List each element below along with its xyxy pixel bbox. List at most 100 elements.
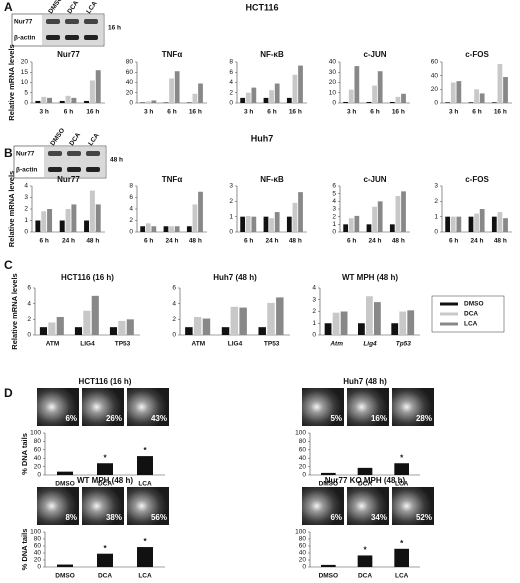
comet-label: 56%	[151, 513, 167, 522]
x-tick-label: 24 h	[470, 238, 483, 245]
comet-label: 6%	[65, 414, 77, 423]
significance-mark: *	[103, 544, 107, 553]
panel-label: A	[4, 0, 13, 14]
y-tick-label: 10	[329, 89, 337, 96]
bar	[274, 83, 280, 103]
y-axis-label: Relative mRNA levels	[10, 273, 19, 349]
blot-band	[67, 151, 81, 156]
bar	[343, 101, 349, 103]
bar	[91, 295, 99, 335]
y-tick-label: 15	[21, 69, 29, 76]
chart-title: Huh7 (48 h)	[343, 377, 387, 386]
bar	[169, 226, 174, 232]
bar	[39, 327, 48, 335]
y-tick-label: 20	[21, 59, 29, 66]
comet-label: 16%	[371, 414, 387, 423]
bar	[503, 218, 508, 232]
bar	[357, 555, 373, 567]
y-axis-label: Relative mRNA levels	[7, 44, 16, 120]
comet-image	[347, 487, 389, 525]
bar	[374, 302, 381, 335]
comet-image	[127, 388, 169, 426]
x-tick-label: 6 h	[267, 109, 276, 116]
comet-label: 34%	[371, 513, 387, 522]
blot-band	[46, 19, 60, 24]
x-tick-label: DCA	[358, 481, 372, 488]
bar	[340, 311, 348, 335]
bar	[230, 306, 239, 335]
bar	[186, 102, 192, 103]
y-tick-label: 20	[34, 463, 42, 470]
y-tick-label: 1	[24, 217, 28, 224]
y-tick-label: 4	[332, 198, 336, 205]
y-tick-label: 20	[126, 89, 134, 96]
legend-label: LCA	[464, 321, 478, 328]
bar	[245, 215, 251, 232]
comet-label: 43%	[151, 414, 167, 423]
bar	[163, 102, 169, 103]
x-tick-label: 16 h	[392, 109, 405, 116]
bar	[174, 226, 180, 232]
y-tick-label: 40	[329, 59, 337, 66]
comet-image	[302, 388, 344, 426]
blot-band	[65, 19, 79, 24]
bar	[324, 323, 332, 335]
y-tick-label: 0	[332, 100, 336, 107]
blot-time: 16 h	[108, 25, 121, 32]
y-tick-label: 80	[34, 438, 42, 445]
x-tick-label: 6 h	[64, 109, 73, 116]
blot-band	[48, 151, 62, 156]
y-tick-label: 2	[27, 316, 31, 323]
bar	[95, 204, 101, 232]
y-tick-label: 4	[172, 300, 176, 307]
bar	[456, 216, 462, 232]
y-tick-label: 0	[24, 100, 28, 107]
bar	[348, 89, 354, 103]
x-tick-label: Lig4	[363, 341, 377, 348]
comet-label: 8%	[65, 513, 77, 522]
bar	[65, 209, 71, 232]
chart-title: WT MPH (48 h)	[342, 273, 398, 282]
bar	[65, 95, 71, 103]
bar	[145, 101, 151, 103]
bar	[59, 100, 65, 103]
blot-row-label: β-actin	[14, 35, 35, 42]
significance-mark: *	[143, 446, 147, 455]
bar	[56, 316, 64, 335]
y-tick-label: 20	[34, 557, 42, 564]
y-tick-label: 2	[229, 89, 233, 96]
x-tick-label: 6 h	[144, 238, 153, 245]
significance-mark: *	[400, 453, 404, 462]
blot-column-label: DCA	[68, 131, 82, 147]
y-tick-label: 2	[434, 198, 438, 205]
x-tick-label: Tp53	[396, 341, 412, 348]
bar	[366, 296, 373, 335]
y-tick-label: 60	[126, 69, 134, 76]
blot-column-label: DCA	[66, 0, 80, 15]
y-tick-label: 0	[312, 332, 316, 339]
comet-image	[37, 388, 79, 426]
bar	[321, 564, 336, 567]
bar	[366, 224, 372, 232]
y-tick-label: 100	[30, 529, 41, 536]
bar	[163, 226, 169, 232]
y-axis-label: % DNA tails	[20, 433, 29, 475]
bar	[47, 209, 53, 232]
bar	[83, 310, 91, 335]
x-tick-label: 3 h	[449, 109, 458, 116]
y-tick-label: 100	[295, 430, 306, 437]
bar	[503, 77, 508, 103]
x-tick-label: 6 h	[244, 238, 253, 245]
x-tick-label: LCA	[395, 481, 409, 488]
y-tick-label: 2	[312, 308, 316, 315]
bar	[118, 320, 126, 335]
blot-row-label: Nur77	[16, 151, 35, 158]
y-tick-label: 4	[24, 183, 28, 190]
bar	[193, 316, 202, 335]
x-tick-label: 48 h	[289, 238, 302, 245]
blot-time: 48 h	[110, 157, 123, 164]
x-tick-label: 6 h	[347, 238, 356, 245]
bar	[202, 318, 211, 335]
x-tick-label: Atm	[329, 341, 343, 348]
